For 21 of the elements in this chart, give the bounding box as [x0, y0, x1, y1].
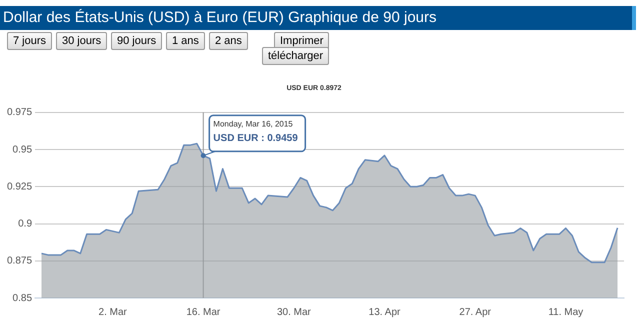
x-tick-label: 2. Mar — [98, 306, 128, 318]
text: 2 ans — [209, 32, 248, 50]
y-tick-label: 0.975 — [6, 107, 32, 118]
y-tick-label: 0.875 — [6, 256, 32, 267]
annotation: Monday, Mar 16, 2015 USD EUR : 0.9459 — [213, 120, 298, 144]
x-tick-label: 16. Mar — [186, 306, 221, 318]
text: 30 jours — [56, 32, 108, 50]
x-tick-label: 30. Mar — [276, 306, 312, 318]
text: 90 jours — [111, 32, 162, 50]
chart-title: Dollar des États-Unis (USD) à Euro (EUR) Graphique de 90 jours — [0, 6, 636, 30]
y-tick-label: 0.95 — [12, 144, 32, 156]
x-tick-label: 13. Apr — [368, 306, 402, 318]
text: 7 jours — [7, 32, 52, 50]
x-tick-label: 11. May — [548, 306, 584, 318]
y-tick-label: 0.925 — [6, 181, 32, 192]
x-tick-label: 27. Apr — [459, 306, 492, 318]
text: Imprimer — [274, 32, 330, 50]
text: télécharger — [262, 47, 330, 65]
text: 1 ans — [166, 32, 205, 50]
y-tick-label: 0.85 — [12, 292, 32, 304]
y-tick-label: 0.9 — [18, 218, 32, 230]
